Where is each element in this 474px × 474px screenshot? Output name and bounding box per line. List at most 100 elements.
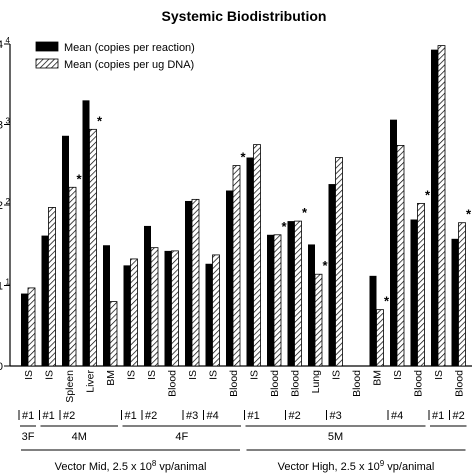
- bar-copies-per-reaction: [267, 234, 274, 366]
- bar-copies-per-reaction: [164, 250, 172, 366]
- bar-copies-per-reaction: [123, 265, 131, 366]
- bar-copies-per-ug-dna: [437, 45, 446, 367]
- tissue-label: IS: [249, 370, 261, 380]
- tissue-label: Blood: [167, 370, 179, 397]
- bar-copies-per-reaction: [246, 157, 254, 366]
- significance-star: *: [281, 219, 287, 234]
- bar-copies-per-ug-dna: [273, 234, 282, 367]
- bar-copies-per-reaction: [226, 190, 233, 366]
- dose-label: Vector High, 2.5 x 109 vp/animal: [278, 459, 435, 474]
- group-label: 4F: [175, 431, 188, 443]
- tissue-label: Blood: [454, 370, 466, 397]
- tissue-label: IS: [44, 370, 56, 380]
- bar-copies-per-ug-dna: [376, 309, 384, 367]
- bar-copies-per-reaction: [390, 119, 397, 366]
- y-tick-label: 1: [0, 281, 3, 293]
- tissue-label: IS: [331, 370, 343, 380]
- bar-copies-per-ug-dna: [253, 144, 261, 367]
- animal-label: #1: [432, 410, 444, 422]
- bar-copies-per-ug-dna: [417, 202, 425, 367]
- y-tick-label: 0: [0, 361, 3, 373]
- y-tick-exponent: 1: [6, 278, 11, 287]
- bar-copies-per-reaction: [41, 235, 49, 366]
- animal-label: #3: [330, 410, 342, 422]
- x-axis: IS IS Spleen Liver BM IS IS Blood IS IS Blood IS Blo…: [18, 370, 467, 474]
- y-tick-exponent: 2: [6, 197, 11, 206]
- bar-copies-per-ug-dna: [232, 165, 241, 367]
- animal-label: #1: [248, 410, 260, 422]
- animal-label: #4: [207, 410, 219, 422]
- plot-area: 0 11 22 33 44 * * * * * * * * *: [0, 36, 472, 373]
- tissue-label: Spleen: [64, 370, 76, 403]
- legend-label-2: Mean (copies per ug DNA): [64, 59, 194, 71]
- bar-copies-per-ug-dna: [335, 157, 343, 367]
- bar-copies-per-ug-dna: [171, 250, 179, 367]
- bar-copies-per-reaction: [431, 49, 438, 366]
- bar-copies-per-ug-dna: [396, 145, 405, 367]
- bar-copies-per-ug-dna: [109, 301, 118, 367]
- legend-swatch-2: [35, 58, 59, 69]
- y-tick-exponent: 4: [6, 36, 11, 45]
- legend-swatch-1: [35, 41, 59, 52]
- group-label: 3F: [22, 431, 35, 443]
- significance-star: *: [384, 294, 390, 309]
- animal-label: #4: [391, 410, 403, 422]
- y-tick-label: 4: [0, 39, 3, 51]
- animal-label: #2: [453, 410, 465, 422]
- significance-star: *: [466, 207, 472, 222]
- bar-copies-per-reaction: [328, 184, 336, 366]
- tissue-label: Blood: [351, 370, 363, 397]
- tissue-label: IS: [392, 370, 404, 380]
- legend-label-1: Mean (copies per reaction): [64, 42, 195, 54]
- tissue-label: BM: [372, 370, 384, 386]
- bar-copies-per-reaction: [144, 225, 151, 366]
- animal-label: #1: [43, 410, 55, 422]
- tissue-label: IS: [146, 370, 158, 380]
- tissue-label: IS: [433, 370, 445, 380]
- bar-copies-per-ug-dna: [48, 207, 56, 367]
- tissue-label: IS: [23, 370, 35, 380]
- y-tick-label: 2: [0, 200, 3, 212]
- bar-copies-per-reaction: [369, 275, 377, 366]
- bar-copies-per-ug-dna: [27, 287, 36, 367]
- significance-star: *: [76, 171, 82, 186]
- bar-copies-per-reaction: [103, 245, 110, 366]
- bar-copies-per-reaction: [82, 100, 90, 366]
- chart-title: Systemic Biodistribution: [162, 8, 327, 24]
- significance-star: *: [425, 187, 431, 202]
- animal-label: #1: [125, 410, 137, 422]
- group-label: 4M: [72, 431, 87, 443]
- dose-label: Vector Mid, 2.5 x 108 vp/animal: [55, 459, 207, 474]
- bar-copies-per-reaction: [62, 135, 69, 366]
- tissue-label: Blood: [413, 370, 425, 397]
- bar-copies-per-ug-dna: [130, 258, 138, 367]
- tissue-label: IS: [126, 370, 138, 380]
- bar-copies-per-ug-dna: [191, 198, 200, 367]
- y-tick-label: 3: [0, 120, 3, 132]
- bar-copies-per-reaction: [287, 221, 295, 366]
- tissue-label: BM: [105, 370, 117, 386]
- y-tick-exponent: 3: [6, 117, 11, 126]
- group-label: 5M: [328, 431, 343, 443]
- bar-copies-per-ug-dna: [458, 222, 466, 367]
- bar-copies-per-reaction: [451, 238, 459, 366]
- animal-label: #3: [186, 410, 198, 422]
- significance-star: *: [322, 258, 328, 273]
- bar-copies-per-ug-dna: [68, 186, 77, 367]
- tissue-label: Blood: [269, 370, 281, 397]
- bar-copies-per-reaction: [21, 293, 28, 366]
- bar-copies-per-ug-dna: [212, 254, 220, 367]
- animal-label: #2: [145, 410, 157, 422]
- tissue-label: IS: [208, 370, 220, 380]
- bar-copies-per-ug-dna: [294, 220, 302, 367]
- significance-star: *: [97, 113, 103, 128]
- significance-star: *: [240, 150, 246, 165]
- tissue-label: Blood: [290, 370, 302, 397]
- bar-copies-per-ug-dna: [314, 273, 323, 367]
- tissue-label: Blood: [228, 370, 240, 397]
- tissue-label: Liver: [85, 370, 97, 393]
- bar-copies-per-reaction: [205, 263, 213, 366]
- bar-copies-per-ug-dna: [150, 247, 159, 367]
- animal-label: #1: [22, 410, 34, 422]
